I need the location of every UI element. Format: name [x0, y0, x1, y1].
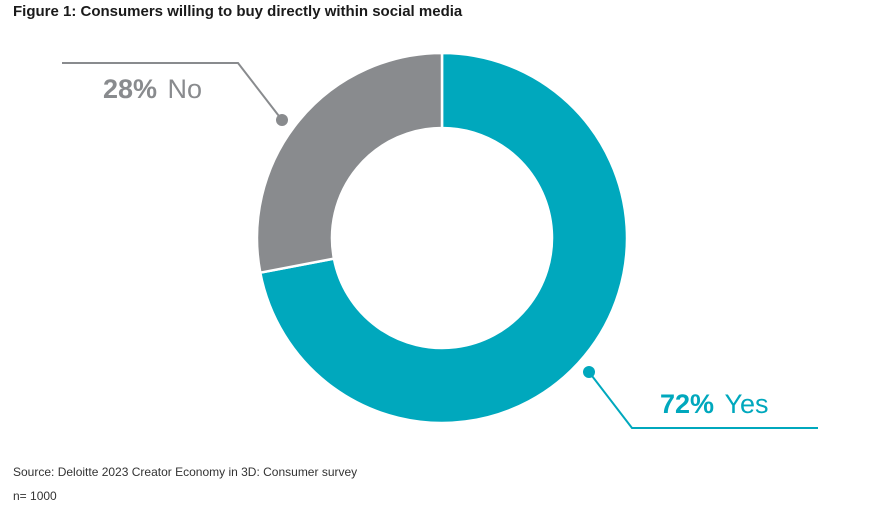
sample-size-note: n= 1000	[13, 489, 57, 503]
yes-label: 72% Yes	[660, 389, 769, 419]
no-leader-dot	[276, 114, 288, 126]
chart-title: Figure 1: Consumers willing to buy direc…	[13, 3, 463, 20]
donut-slices	[255, 51, 629, 425]
no-label: 28% No	[103, 74, 202, 104]
no-leader-line	[62, 62, 283, 121]
source-note: Source: Deloitte 2023 Creator Economy in…	[13, 465, 358, 479]
yes-label-percent: 72%	[660, 389, 714, 419]
no-label-percent: 28%	[103, 74, 157, 104]
yes-leader-dot	[583, 366, 595, 378]
donut-chart: 28% No 72% Yes	[62, 51, 818, 429]
yes-leader-line	[588, 371, 818, 429]
yes-label-text: Yes	[725, 389, 769, 419]
slice-yes	[258, 51, 629, 425]
slice-no	[255, 51, 444, 275]
no-label-text: No	[168, 74, 203, 104]
